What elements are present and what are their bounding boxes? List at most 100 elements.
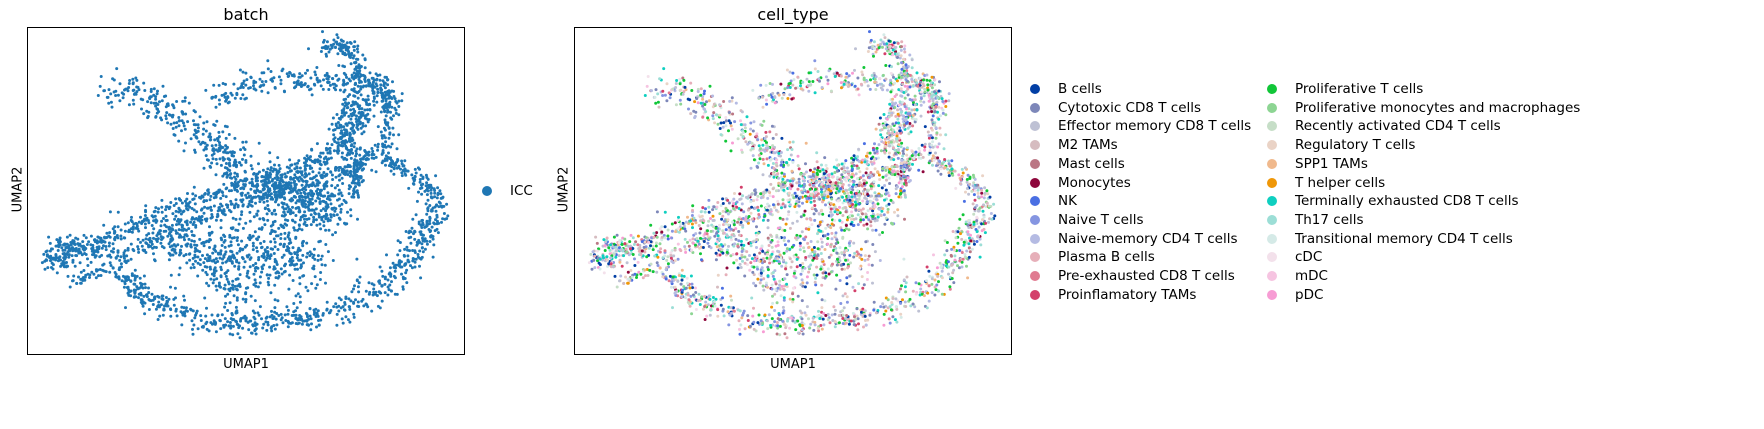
scatter-point	[167, 113, 171, 117]
scatter-point	[193, 253, 197, 257]
scatter-point	[342, 71, 346, 75]
scatter-point	[199, 314, 203, 318]
scatter-point	[197, 217, 201, 221]
scatter-point	[234, 305, 238, 309]
scatter-point	[650, 89, 653, 93]
scatter-point	[877, 143, 881, 147]
scatter-point	[237, 265, 241, 269]
scatter-point	[244, 221, 248, 225]
scatter-point	[741, 224, 745, 227]
scatter-point	[727, 111, 731, 114]
scatter-point	[380, 136, 384, 140]
scatter-point	[417, 220, 421, 224]
scatter-point	[143, 248, 147, 252]
scatter-point	[260, 89, 264, 93]
scatter-point	[756, 194, 760, 198]
scatter-point	[682, 90, 686, 94]
scatter-point	[67, 245, 71, 249]
scatter-point	[418, 180, 422, 184]
scatter-point	[830, 172, 834, 176]
scatter-point	[755, 198, 759, 202]
scatter-point	[421, 250, 425, 254]
scatter-point	[346, 318, 350, 322]
scatter-point	[776, 199, 780, 203]
scatter-point	[310, 322, 313, 326]
scatter-point	[757, 153, 761, 157]
scatter-point	[202, 261, 206, 265]
scatter-point	[405, 268, 409, 272]
scatter-point	[141, 238, 145, 242]
scatter-point	[669, 253, 673, 257]
scatter-point	[753, 206, 757, 210]
scatter-point	[251, 248, 255, 252]
scatter-point	[774, 133, 778, 136]
scatter-point	[273, 176, 277, 180]
scatter-point	[241, 257, 245, 261]
scatter-point	[296, 267, 299, 271]
scatter-point	[310, 159, 314, 163]
scatter-point	[264, 80, 268, 83]
scatter-point	[724, 139, 728, 143]
scatter-point	[365, 108, 369, 112]
scatter-point	[348, 320, 352, 324]
scatter-point	[352, 107, 355, 111]
scatter-point	[644, 274, 647, 278]
scatter-point	[214, 257, 218, 261]
scatter-point	[701, 104, 705, 108]
scatter-point	[64, 265, 68, 269]
scatter-point	[598, 267, 602, 271]
scatter-point	[204, 240, 208, 244]
scatter-point	[749, 200, 753, 204]
scatter-point	[346, 95, 350, 98]
scatter-point	[265, 246, 269, 249]
scatter-point	[241, 326, 245, 330]
scatter-point	[436, 186, 440, 190]
scatter-point	[323, 263, 327, 267]
scatter-point	[292, 187, 296, 191]
scatter-point	[336, 36, 340, 40]
scatter-point	[354, 174, 358, 178]
scatter-point	[426, 206, 430, 210]
scatter-point	[174, 202, 178, 205]
scatter-point	[255, 188, 259, 192]
scatter-point	[349, 127, 353, 131]
scatter-point	[200, 194, 204, 198]
scatter-point	[241, 157, 244, 161]
scatter-point	[71, 279, 74, 283]
scatter-point	[425, 222, 429, 226]
scatter-point	[227, 244, 231, 248]
scatter-point	[224, 294, 227, 298]
scatter-point	[315, 66, 319, 69]
scatter-point	[123, 229, 127, 233]
scatter-point	[237, 326, 241, 330]
scatter-point	[875, 149, 879, 153]
scatter-point	[683, 85, 687, 89]
scatter-point	[326, 219, 330, 223]
scatter-point	[268, 151, 272, 155]
scatter-point	[315, 283, 319, 287]
scatter-point	[118, 258, 122, 262]
scatter-point	[214, 143, 218, 147]
scatter-point	[439, 192, 443, 196]
scatter-point	[149, 239, 153, 243]
scatter-point	[421, 236, 424, 240]
scatter-point	[187, 101, 191, 105]
scatter-point	[133, 268, 137, 272]
scatter-point	[339, 298, 343, 302]
scatter-point	[174, 125, 178, 129]
scatter-point	[690, 214, 694, 217]
scatter-point	[240, 191, 244, 195]
scatter-point	[788, 157, 791, 161]
scatter-point	[820, 190, 823, 194]
scatter-point	[356, 285, 360, 289]
scatter-point	[208, 134, 212, 138]
scatter-point	[261, 183, 265, 187]
scatter-point	[192, 197, 196, 201]
scatter-point	[100, 246, 104, 250]
scatter-point	[270, 329, 274, 333]
scatter-point	[787, 191, 791, 195]
scatter-point	[214, 249, 218, 253]
scatter-point	[96, 94, 100, 97]
scatter-point	[217, 83, 221, 87]
scatter-point	[295, 256, 299, 260]
